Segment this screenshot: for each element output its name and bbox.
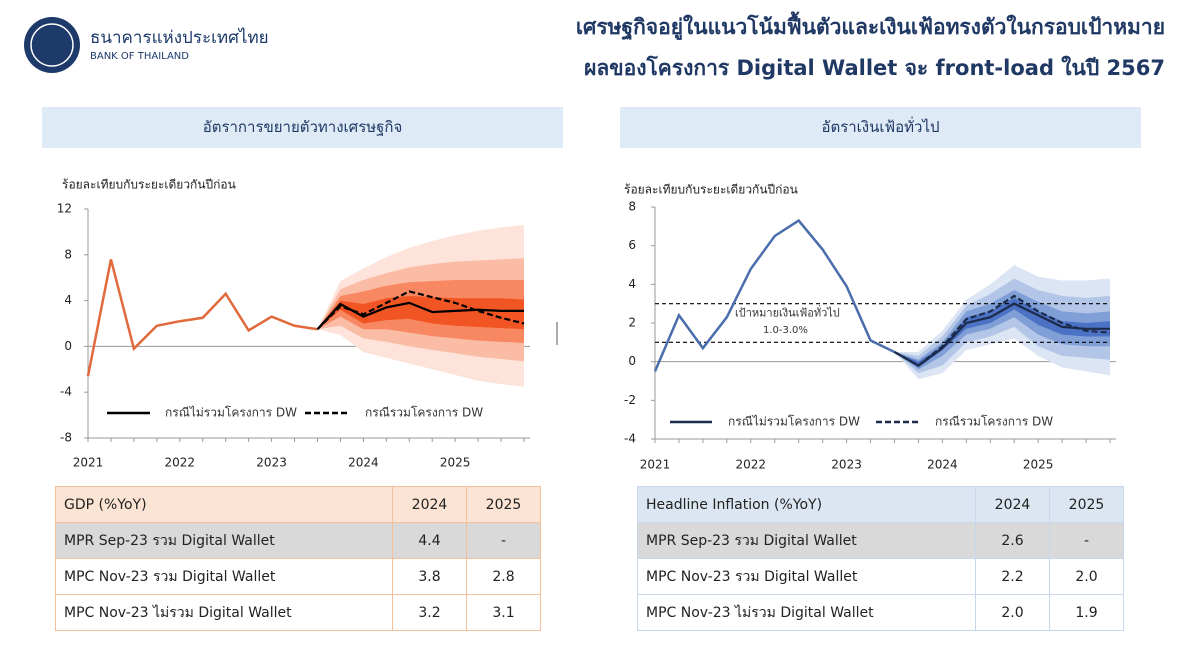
y-axis-label: ร้อยละเทียบกับระยะเดียวกันปีก่อน (62, 178, 236, 192)
series-line (86, 259, 318, 377)
y-tick-label: 0 (64, 339, 72, 353)
table-cell: 4.4 (392, 522, 467, 559)
table-cell: 2.0 (1049, 558, 1124, 595)
table-cell: 1.9 (1049, 594, 1124, 631)
x-tick-label: 2023 (831, 458, 862, 472)
table-cell: 2.0 (975, 594, 1050, 631)
legend-label: กรณีรวมโครงการ DW (935, 415, 1053, 429)
table-cell: 3.1 (466, 594, 541, 631)
x-tick-label: 2024 (927, 458, 958, 472)
x-tick-label: 2025 (1023, 458, 1054, 472)
legend-label: กรณีไม่รวมโครงการ DW (165, 406, 297, 420)
x-tick-label: 2021 (73, 456, 104, 470)
table-header: GDP (%YoY) (55, 486, 393, 523)
table-header: 2024 (392, 486, 467, 523)
x-tick-label: 2021 (640, 458, 671, 472)
legend-label: กรณีไม่รวมโครงการ DW (728, 415, 860, 429)
table-cell: MPC Nov-23 รวม Digital Wallet (637, 558, 976, 595)
y-tick-label: 4 (628, 277, 636, 291)
x-tick-label: 2024 (348, 456, 379, 470)
table-cell: 2.2 (975, 558, 1050, 595)
section-title: อัตราการขยายตัวทางเศรษฐกิจ (42, 107, 563, 148)
table-cell: 3.8 (392, 558, 467, 595)
table-cell: MPR Sep-23 รวม Digital Wallet (637, 522, 976, 559)
table-cell: 3.2 (392, 594, 467, 631)
table-cell: MPC Nov-23 ไม่รวม Digital Wallet (55, 594, 393, 631)
fan-band (894, 297, 1110, 368)
y-tick-label: -8 (60, 431, 72, 445)
bank-name-th: ธนาคารแห่งประเทศไทย (90, 27, 269, 48)
table-header: 2025 (466, 486, 541, 523)
legend-label: กรณีรวมโครงการ DW (365, 406, 483, 420)
y-tick-label: -2 (624, 393, 636, 407)
y-tick-label: 4 (64, 293, 72, 307)
table-cell: - (466, 522, 541, 559)
logo (24, 17, 80, 73)
y-tick-label: -4 (624, 432, 636, 446)
y-tick-label: -4 (60, 385, 72, 399)
logo-ring (30, 23, 74, 67)
table-cell: MPC Nov-23 ไม่รวม Digital Wallet (637, 594, 976, 631)
y-tick-label: 0 (628, 354, 636, 368)
table-header: Headline Inflation (%YoY) (637, 486, 976, 523)
inflation-table: Headline Inflation (%YoY) 2024 2025 MPR Se… (637, 486, 1124, 631)
y-tick-label: 6 (628, 238, 636, 252)
table-header: 2024 (975, 486, 1050, 523)
y-axis-label: ร้อยละเทียบกับระยะเดียวกันปีก่อน (624, 183, 798, 197)
series-line (316, 301, 524, 330)
table-cell: - (1049, 522, 1124, 559)
fan-band (894, 290, 1110, 370)
page-title: เศรษฐกิจอยู่ในแนวโน้มฟื้นตัวและเงินเฟ้อท… (576, 11, 1165, 41)
section-title: อัตราเงินเฟ้อทั่วไป (620, 107, 1141, 148)
bank-name-en: BANK OF THAILAND (90, 51, 189, 62)
x-tick-label: 2023 (256, 456, 287, 470)
target-label: เป้าหมายเงินเฟ้อทั่วไป (735, 305, 840, 320)
table-header: 2025 (1049, 486, 1124, 523)
gdp-table: GDP (%YoY) 2024 2025 MPR Sep-23 รวม Digita… (55, 486, 541, 631)
x-tick-label: 2022 (165, 456, 196, 470)
y-tick-label: 2 (628, 316, 636, 330)
target-range-label: 1.0-3.0% (763, 325, 808, 336)
table-cell: 2.6 (975, 522, 1050, 559)
x-tick-label: 2025 (440, 456, 471, 470)
series-line (316, 290, 525, 331)
page-title: ผลของโครงการ Digital Wallet จะ front-loa… (584, 55, 1165, 80)
x-tick-label: 2022 (736, 458, 767, 472)
table-cell: MPR Sep-23 รวม Digital Wallet (55, 522, 393, 559)
y-tick-label: 8 (628, 200, 636, 214)
series-line (653, 218, 896, 372)
y-tick-label: 12 (57, 202, 72, 216)
y-tick-label: 8 (64, 247, 72, 261)
fan-band (317, 296, 524, 330)
table-cell: 2.8 (466, 558, 541, 595)
table-cell: MPC Nov-23 รวม Digital Wallet (55, 558, 393, 595)
